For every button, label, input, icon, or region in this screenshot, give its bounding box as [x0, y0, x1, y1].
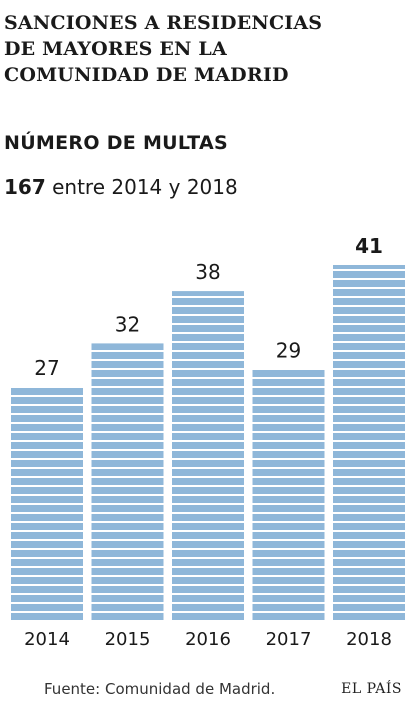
x-tick-label-2014: 2014 — [24, 629, 70, 650]
value-label-2018: 41 — [355, 234, 383, 258]
bar-2016 — [172, 291, 244, 622]
x-tick-label-2018: 2018 — [346, 629, 392, 650]
bar-2018 — [333, 265, 405, 622]
value-label-2016: 38 — [195, 260, 220, 284]
total-value: 167 — [4, 175, 46, 199]
bar-2015 — [91, 343, 164, 622]
total-summary: 167 entre 2014 y 2018 — [4, 175, 238, 199]
bar-2014 — [11, 386, 83, 622]
brand-logo: EL PAÍS — [341, 681, 402, 697]
x-tick-label-2016: 2016 — [185, 629, 231, 650]
chart-subtitle: NÚMERO DE MULTAS — [4, 132, 228, 154]
value-label-2014: 27 — [34, 356, 59, 380]
source-note: Fuente: Comunidad de Madrid. — [44, 680, 276, 698]
total-text: entre 2014 y 2018 — [45, 175, 238, 199]
x-tick-label-2017: 2017 — [266, 629, 312, 650]
chart-title: SANCIONES A RESIDENCIAS DE MAYORES EN LA… — [4, 12, 323, 86]
x-tick-label-2015: 2015 — [105, 629, 151, 650]
value-label-2017: 29 — [276, 339, 301, 363]
bar-2017 — [252, 369, 325, 622]
value-label-2015: 32 — [115, 312, 140, 336]
